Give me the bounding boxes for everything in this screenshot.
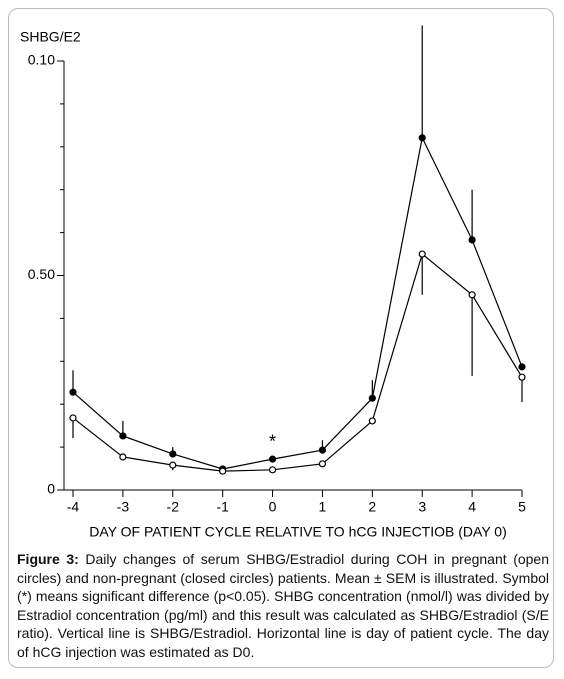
y-axis-label: SHBG/E2 [20, 29, 81, 45]
marker [268, 466, 277, 474]
marker [468, 291, 476, 299]
x-tick-label: 2 [368, 499, 376, 515]
y-tick-label: 0.10 [28, 52, 55, 68]
marker [318, 460, 327, 468]
marker [69, 414, 77, 422]
x-tick-label: -2 [167, 499, 180, 515]
frame [8, 8, 554, 668]
x-tick-label: -4 [67, 499, 80, 515]
y-tick-label: 0 [47, 481, 55, 497]
marker [219, 467, 227, 475]
series-line [72, 253, 523, 472]
x-tick-label: 3 [418, 499, 426, 515]
caption-text: Daily changes of serum SHBG/Estradiol du… [17, 551, 550, 660]
marker [518, 373, 526, 381]
marker [169, 450, 177, 458]
marker [418, 134, 426, 142]
annotation: * [269, 432, 276, 452]
marker [368, 394, 376, 402]
x-tick-label: 5 [518, 499, 526, 515]
marker [518, 363, 526, 371]
marker [468, 236, 476, 244]
x-tick-label: -1 [216, 499, 229, 515]
chart: SHBG/E2 DAY OF PATIENT CYCLE RELATIVE TO… [20, 25, 526, 540]
x-tick-label: 1 [319, 499, 327, 515]
caption: Figure 3: Daily changes of serum SHBG/Es… [17, 550, 549, 661]
marker [119, 453, 127, 461]
caption-label: Figure 3: [17, 551, 79, 567]
x-tick-label: -3 [117, 499, 130, 515]
marker [169, 461, 177, 469]
marker [69, 388, 77, 396]
series-line [72, 135, 523, 470]
marker [119, 432, 127, 440]
marker [368, 417, 376, 425]
marker [268, 455, 277, 463]
x-tick-label: 4 [468, 499, 476, 515]
marker [318, 446, 327, 454]
marker [418, 250, 426, 258]
x-tick-label: 0 [269, 499, 277, 515]
x-axis-label: DAY OF PATIENT CYCLE RELATIVE TO hCG INJ… [89, 524, 507, 540]
y-tick-label: 0.50 [28, 266, 55, 282]
